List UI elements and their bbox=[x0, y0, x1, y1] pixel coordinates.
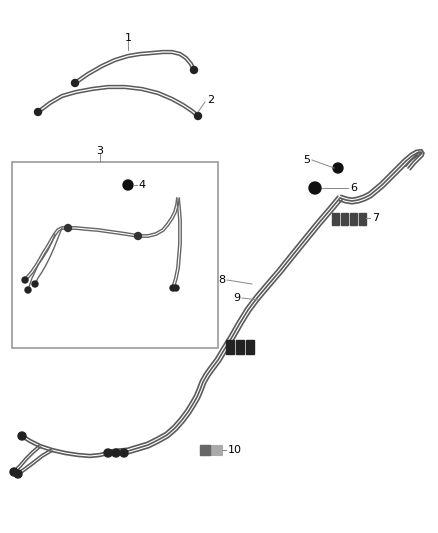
Text: 4: 4 bbox=[138, 180, 145, 190]
Text: 2: 2 bbox=[207, 95, 214, 105]
Circle shape bbox=[14, 470, 22, 478]
Circle shape bbox=[25, 287, 31, 293]
Bar bbox=[236, 340, 244, 354]
Text: 3: 3 bbox=[96, 146, 103, 156]
Bar bbox=[341, 213, 348, 225]
Circle shape bbox=[18, 432, 26, 440]
Circle shape bbox=[32, 281, 38, 287]
Bar bbox=[350, 213, 357, 225]
Circle shape bbox=[170, 285, 176, 291]
Circle shape bbox=[194, 112, 201, 119]
Text: 1: 1 bbox=[124, 33, 131, 43]
Bar bbox=[359, 213, 366, 225]
Text: 8: 8 bbox=[218, 275, 225, 285]
Circle shape bbox=[35, 109, 42, 116]
Bar bbox=[200, 445, 210, 455]
Text: 5: 5 bbox=[303, 155, 310, 165]
Circle shape bbox=[22, 277, 28, 283]
Circle shape bbox=[333, 163, 343, 173]
Circle shape bbox=[64, 224, 71, 231]
Text: 9: 9 bbox=[233, 293, 240, 303]
Circle shape bbox=[173, 285, 179, 291]
Circle shape bbox=[112, 449, 120, 457]
Bar bbox=[200, 445, 222, 455]
Bar bbox=[332, 213, 339, 225]
Circle shape bbox=[120, 449, 128, 457]
Circle shape bbox=[71, 79, 78, 86]
Text: 6: 6 bbox=[350, 183, 357, 193]
Bar bbox=[12, 162, 218, 348]
Circle shape bbox=[123, 180, 133, 190]
Circle shape bbox=[309, 182, 321, 194]
Text: 10: 10 bbox=[228, 445, 242, 455]
Circle shape bbox=[104, 449, 112, 457]
Circle shape bbox=[191, 67, 198, 74]
Circle shape bbox=[10, 468, 18, 476]
Text: 7: 7 bbox=[372, 213, 379, 223]
Circle shape bbox=[134, 232, 141, 239]
Bar bbox=[226, 340, 234, 354]
Bar bbox=[246, 340, 254, 354]
